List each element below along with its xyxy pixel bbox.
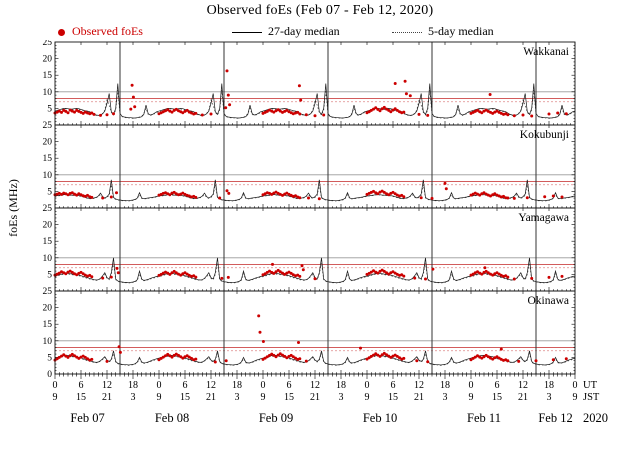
svg-text:10: 10 — [43, 337, 53, 347]
svg-text:Feb 09: Feb 09 — [259, 411, 293, 425]
svg-text:0: 0 — [365, 380, 370, 391]
svg-text:6: 6 — [495, 380, 500, 391]
svg-text:12: 12 — [414, 380, 424, 391]
x-axis: 0961512211830961512211830961512211830961… — [53, 374, 608, 425]
svg-text:15: 15 — [43, 320, 53, 330]
svg-text:0: 0 — [53, 380, 58, 391]
svg-text:5: 5 — [47, 104, 52, 114]
svg-text:0: 0 — [47, 370, 52, 380]
panel-yamagawa: 5 10 15 20 25 Yamagawa — [43, 204, 576, 292]
svg-text:15: 15 — [76, 392, 86, 403]
svg-text:Feb 07: Feb 07 — [70, 411, 104, 425]
svg-text:9: 9 — [53, 392, 58, 403]
svg-text:25: 25 — [43, 204, 53, 214]
svg-text:UT: UT — [583, 380, 598, 391]
observed-dot-icon — [58, 28, 65, 36]
svg-text:25: 25 — [43, 121, 53, 131]
svg-text:9: 9 — [573, 392, 578, 403]
chart-legend: Observed foEs 27-day median 5-day median — [0, 22, 640, 40]
svg-text:Feb 11: Feb 11 — [467, 411, 501, 425]
svg-text:18: 18 — [440, 380, 450, 391]
svg-text:5: 5 — [47, 270, 52, 280]
svg-text:Yamagawa: Yamagawa — [518, 212, 569, 224]
svg-text:18: 18 — [336, 380, 346, 391]
svg-text:2020: 2020 — [583, 411, 608, 425]
svg-text:3: 3 — [131, 392, 136, 403]
legend-median27-label: 27-day median — [268, 24, 340, 38]
svg-text:6: 6 — [391, 380, 396, 391]
svg-text:18: 18 — [544, 380, 554, 391]
svg-text:0: 0 — [573, 380, 578, 391]
svg-text:15: 15 — [43, 71, 53, 81]
svg-text:Feb 10: Feb 10 — [363, 411, 397, 425]
plot-svg: 5 10 15 20 25 Wakkanai 5 10 15 20 25 Kokubunji 5 10 15… — [43, 40, 609, 425]
svg-text:3: 3 — [443, 392, 448, 403]
svg-text:15: 15 — [388, 392, 398, 403]
svg-text:20: 20 — [43, 304, 53, 314]
legend-observed: Observed foEs — [58, 22, 143, 40]
svg-text:0: 0 — [157, 380, 162, 391]
svg-text:5: 5 — [47, 353, 52, 363]
svg-text:3: 3 — [547, 392, 552, 403]
svg-text:Kokubunji: Kokubunji — [520, 129, 569, 141]
svg-text:21: 21 — [102, 392, 112, 403]
svg-text:15: 15 — [492, 392, 502, 403]
svg-text:6: 6 — [79, 380, 84, 391]
panel-kokubunji: 5 10 15 20 25 Kokubunji — [43, 121, 576, 209]
svg-text:12: 12 — [518, 380, 528, 391]
legend-median5-label: 5-day median — [428, 24, 494, 38]
svg-text:12: 12 — [206, 380, 216, 391]
svg-text:Wakkanai: Wakkanai — [523, 46, 569, 58]
svg-text:6: 6 — [287, 380, 292, 391]
svg-text:9: 9 — [365, 392, 370, 403]
chart-title: Observed foEs (Feb 07 - Feb 12, 2020) — [206, 3, 434, 18]
svg-text:15: 15 — [43, 237, 53, 247]
svg-text:9: 9 — [157, 392, 162, 403]
svg-text:3: 3 — [339, 392, 344, 403]
svg-text:25: 25 — [43, 287, 53, 297]
svg-text:10: 10 — [43, 171, 53, 181]
legend-median5: 5-day median — [392, 22, 494, 40]
svg-text:Okinawa: Okinawa — [527, 295, 569, 307]
svg-text:0: 0 — [261, 380, 266, 391]
panel-wakkanai: 5 10 15 20 25 Wakkanai — [43, 40, 576, 126]
svg-text:21: 21 — [414, 392, 424, 403]
svg-text:15: 15 — [284, 392, 294, 403]
svg-text:12: 12 — [310, 380, 320, 391]
svg-text:6: 6 — [183, 380, 188, 391]
svg-text:20: 20 — [43, 138, 53, 148]
svg-text:JST: JST — [583, 392, 600, 403]
svg-text:0: 0 — [469, 380, 474, 391]
svg-text:21: 21 — [206, 392, 216, 403]
panel-okinawa: 5 10 15 20 25 0 Okinawa — [43, 287, 576, 380]
svg-text:9: 9 — [261, 392, 266, 403]
svg-text:21: 21 — [310, 392, 320, 403]
svg-text:Feb 08: Feb 08 — [155, 411, 189, 425]
svg-text:25: 25 — [43, 40, 53, 48]
svg-text:15: 15 — [43, 154, 53, 164]
svg-text:3: 3 — [235, 392, 240, 403]
svg-text:21: 21 — [518, 392, 528, 403]
svg-text:10: 10 — [43, 88, 53, 98]
svg-text:18: 18 — [128, 380, 138, 391]
svg-text:15: 15 — [180, 392, 190, 403]
svg-text:20: 20 — [43, 221, 53, 231]
legend-observed-label: Observed foEs — [72, 24, 143, 38]
svg-text:9: 9 — [469, 392, 474, 403]
legend-median27: 27-day median — [232, 22, 340, 40]
dotted-line-icon — [392, 31, 422, 33]
solid-line-icon — [232, 31, 262, 33]
svg-text:18: 18 — [232, 380, 242, 391]
svg-text:5: 5 — [47, 187, 52, 197]
svg-text:10: 10 — [43, 254, 53, 264]
svg-text:Feb 12: Feb 12 — [538, 411, 572, 425]
svg-text:12: 12 — [102, 380, 112, 391]
svg-text:20: 20 — [43, 55, 53, 65]
